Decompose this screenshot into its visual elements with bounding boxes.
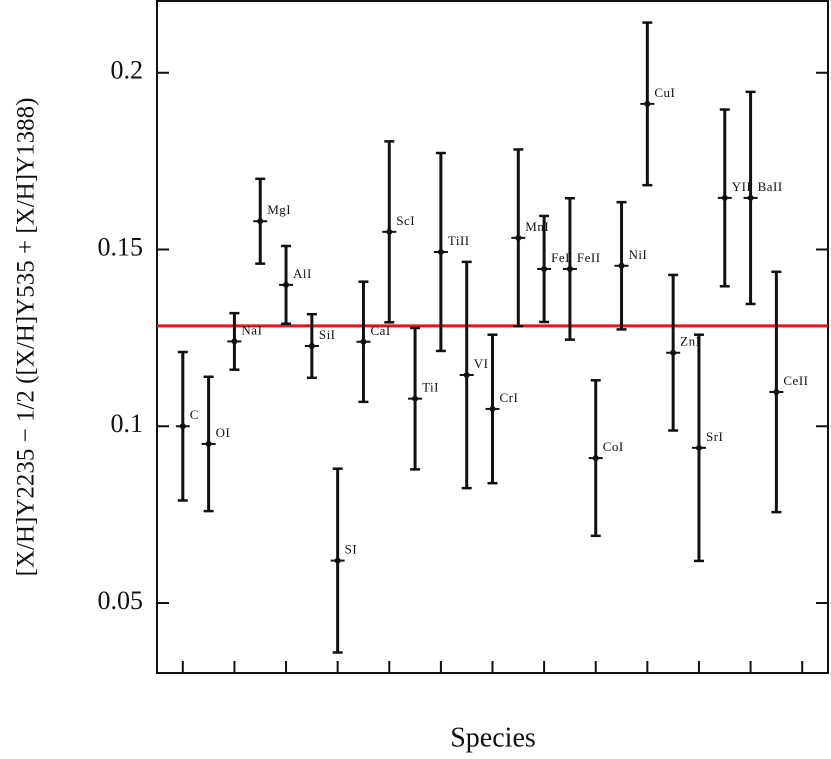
point [618, 262, 625, 269]
species-label: MgI [267, 202, 291, 217]
point [747, 194, 754, 201]
y-tick-label: 0.1 [111, 409, 144, 438]
y-axis-label: [X/H]Y2235 − 1/2 ([X/H]Y535 + [X/H]Y1388… [13, 98, 40, 577]
species-label: BaII [758, 179, 783, 194]
species-label: YII [732, 179, 752, 194]
point [515, 234, 522, 241]
point [334, 557, 341, 564]
species-label: AlI [293, 266, 312, 281]
species-label: CaI [370, 323, 390, 338]
species-label: CoI [603, 439, 624, 454]
species-label: NaI [241, 322, 262, 337]
point [231, 338, 238, 345]
point [360, 338, 367, 345]
point [541, 265, 548, 272]
point [670, 349, 677, 356]
y-tick-label: 0.05 [98, 586, 144, 615]
species-label: ZnI [680, 334, 700, 349]
y-tick-label: 0.2 [111, 56, 144, 85]
y-tick-label: 0.15 [98, 232, 144, 261]
point [695, 444, 702, 451]
species-label: SrI [706, 429, 723, 444]
species-label: TiII [448, 233, 470, 248]
point [283, 281, 290, 288]
species-label: SI [345, 542, 358, 557]
species-label: CuI [654, 85, 675, 100]
point [489, 405, 496, 412]
species-label: ScI [396, 213, 415, 228]
point [463, 372, 470, 379]
x-axis-label: Species [450, 722, 536, 753]
species-label: SiI [319, 327, 336, 342]
species-label: TiI [422, 380, 439, 395]
species-label: FeII [577, 250, 601, 265]
point [566, 265, 573, 272]
species-label: C [190, 407, 199, 422]
point [179, 423, 186, 430]
point [644, 100, 651, 107]
species-label: CeII [783, 373, 808, 388]
species-label: CrI [500, 390, 519, 405]
point [257, 218, 264, 225]
point [412, 395, 419, 402]
point [386, 228, 393, 235]
species-label: VI [474, 356, 489, 371]
point [308, 343, 315, 350]
point [437, 248, 444, 255]
species-label: NiI [629, 247, 648, 262]
point [721, 194, 728, 201]
species-label: OI [216, 425, 231, 440]
species-label: FeI [551, 250, 570, 265]
point [773, 388, 780, 395]
point [205, 440, 212, 447]
point [592, 455, 599, 462]
